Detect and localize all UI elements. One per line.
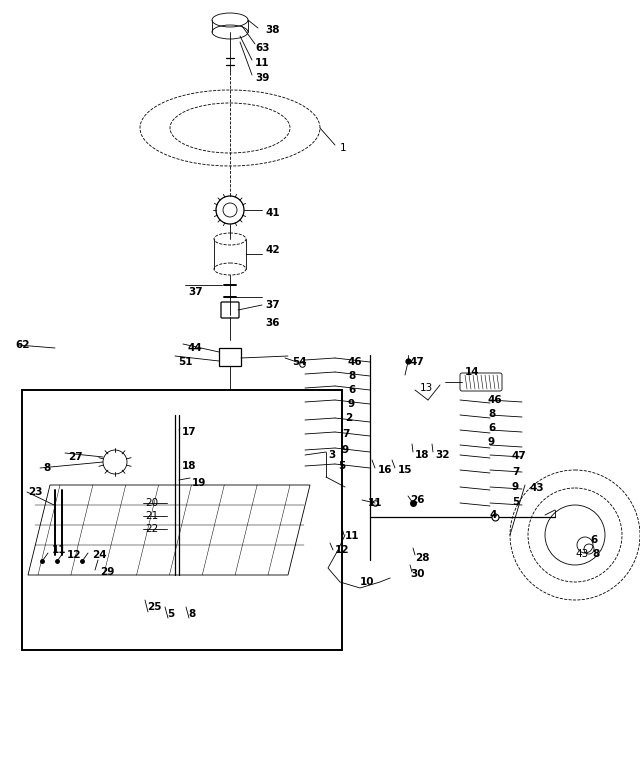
Text: 9: 9 [348, 399, 355, 409]
Text: 9: 9 [342, 445, 349, 455]
Text: 6: 6 [590, 535, 597, 545]
Text: 11: 11 [255, 58, 269, 68]
Text: 7: 7 [512, 467, 520, 477]
Text: 5: 5 [338, 461, 345, 471]
Text: 37: 37 [265, 300, 280, 310]
FancyBboxPatch shape [460, 373, 502, 391]
Text: 25: 25 [147, 602, 161, 612]
Text: 9: 9 [488, 437, 495, 447]
Text: 39: 39 [255, 73, 269, 83]
Text: 46: 46 [488, 395, 502, 405]
Text: 19: 19 [192, 478, 206, 488]
Text: 36: 36 [265, 318, 280, 328]
Text: 38: 38 [265, 25, 280, 35]
Text: 63: 63 [255, 43, 269, 53]
Text: 5: 5 [167, 609, 174, 619]
Text: 11: 11 [345, 531, 360, 541]
Text: 6: 6 [488, 423, 495, 433]
Text: 8: 8 [488, 409, 495, 419]
Text: 10: 10 [360, 577, 374, 587]
Text: 44: 44 [188, 343, 203, 353]
Text: 27: 27 [68, 452, 83, 462]
Text: 54: 54 [292, 357, 307, 367]
Text: 22: 22 [145, 524, 158, 534]
Text: 28: 28 [415, 553, 429, 563]
Text: 1: 1 [340, 143, 347, 153]
Text: 15: 15 [398, 465, 413, 475]
Text: 43: 43 [575, 549, 588, 559]
Text: 23: 23 [28, 487, 42, 497]
Text: 11: 11 [368, 498, 383, 508]
Text: 24: 24 [92, 550, 107, 560]
Text: 51: 51 [178, 357, 193, 367]
Text: 26: 26 [410, 495, 424, 505]
Text: 9: 9 [512, 482, 519, 492]
Text: 2: 2 [345, 413, 352, 423]
Text: 13: 13 [420, 383, 433, 393]
Text: 8: 8 [43, 463, 51, 473]
Text: 42: 42 [265, 245, 280, 255]
Text: 5: 5 [512, 497, 519, 507]
Text: 7: 7 [342, 429, 349, 439]
Text: 6: 6 [348, 385, 355, 395]
Text: 47: 47 [410, 357, 425, 367]
Text: 21: 21 [145, 511, 158, 521]
Text: 30: 30 [410, 569, 424, 579]
FancyBboxPatch shape [221, 302, 239, 318]
Text: 32: 32 [435, 450, 449, 460]
Text: 62: 62 [15, 340, 29, 350]
Text: 18: 18 [415, 450, 429, 460]
Text: 8: 8 [188, 609, 195, 619]
Text: 17: 17 [182, 427, 196, 437]
Text: 37: 37 [188, 287, 203, 297]
Text: 11: 11 [52, 545, 67, 555]
Text: 12: 12 [335, 545, 349, 555]
Text: 29: 29 [100, 567, 115, 577]
Text: 20: 20 [145, 498, 158, 508]
Text: 8: 8 [348, 371, 355, 381]
Text: 4: 4 [490, 510, 497, 520]
Text: 8: 8 [592, 549, 599, 559]
Text: 3: 3 [328, 450, 335, 460]
Text: 18: 18 [182, 461, 196, 471]
Text: 43: 43 [530, 483, 545, 493]
Text: 41: 41 [265, 208, 280, 218]
Text: 12: 12 [67, 550, 81, 560]
Text: 14: 14 [465, 367, 479, 377]
Text: 47: 47 [512, 451, 527, 461]
Bar [22, 390, 342, 650]
Circle shape [216, 196, 244, 224]
Text: 46: 46 [348, 357, 363, 367]
Text: 16: 16 [378, 465, 392, 475]
FancyBboxPatch shape [219, 348, 241, 366]
